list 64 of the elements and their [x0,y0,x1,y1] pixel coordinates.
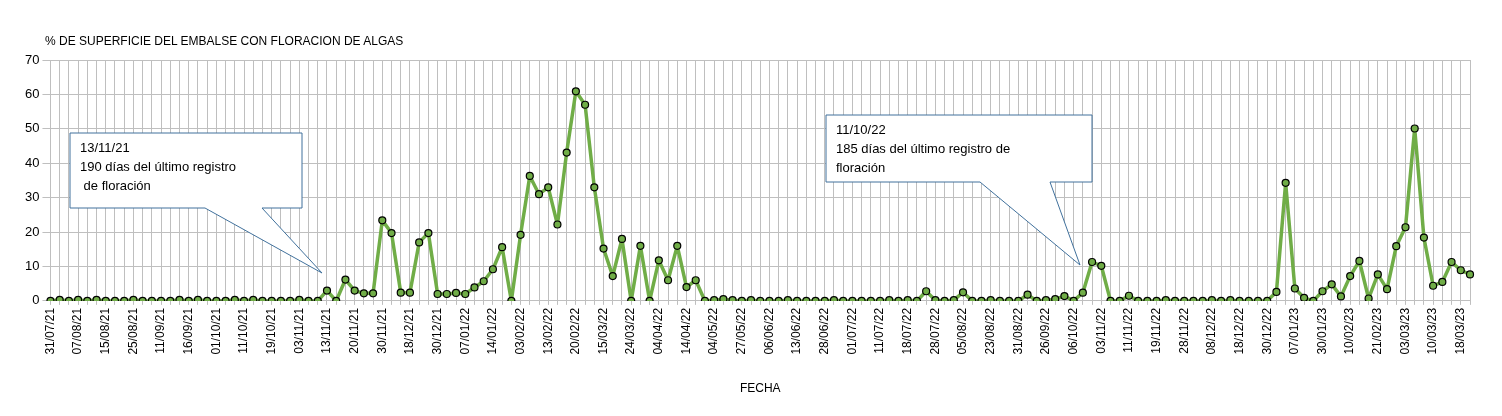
x-tick-label: 07/01/22 [457,307,472,355]
x-tick-label: 31/07/21 [42,307,57,355]
x-tick-label: 11/09/21 [153,307,168,354]
x-tick-label: 11/07/22 [872,307,887,354]
x-tick-label: 03/11/22 [1093,307,1108,354]
x-tick-label: 28/11/22 [1176,307,1191,354]
x-tick-label: 03/03/23 [1397,307,1412,355]
y-tick-label: 50 [24,120,40,136]
x-tick-label: 27/05/22 [734,307,749,355]
x-tick-label: 20/02/22 [568,307,583,355]
y-tick-label: 30 [24,189,40,205]
x-tick-label: 25/08/21 [125,307,140,355]
x-tick-label: 30/01/23 [1314,307,1329,355]
x-tick-label: 08/12/22 [1204,307,1219,355]
x-axis-title: FECHA [739,381,781,396]
x-tick-label: 04/05/22 [706,307,721,355]
x-tick-label: 11/11/22 [1121,307,1136,353]
x-tick-label: 14/04/22 [678,307,693,355]
x-tick-label: 30/11/21 [374,307,389,354]
x-tick-label: 18/07/22 [900,307,915,355]
x-tick-label: 04/04/22 [651,307,666,355]
x-tick-label: 19/10/21 [264,307,278,355]
x-tick-label: 06/06/22 [761,307,776,355]
x-tick-label: 19/11/22 [1148,307,1163,354]
x-tick-label: 30/12/21 [429,307,444,355]
x-tick-label: 23/08/22 [982,307,997,355]
x-tick-label: 03/02/22 [512,307,527,355]
x-tick-label: 18/12/21 [402,307,417,355]
y-tick-label: 40 [24,154,40,170]
annotation: 13/11/21 190 días del último registro de floración [80,140,237,194]
x-tick-label: 06/10/22 [1065,307,1080,355]
x-tick-label: 26/09/22 [1038,307,1053,355]
x-tick-label: 20/11/21 [346,307,361,354]
x-tick-label: 15/03/22 [595,307,610,355]
y-axis-title: % DE SUPERFICIE DEL EMBALSE CON FLORACION DE ALGAS [45,34,404,48]
x-tick-label: 05/08/22 [955,307,970,355]
x-tick-label: 07/08/21 [70,307,85,355]
y-tick-label: 20 [24,223,40,239]
y-tick-label: 60 [24,85,40,101]
y-tick-label: 0 [32,292,40,308]
x-tick-label: 13/02/22 [540,307,555,355]
x-tick-label: 24/03/22 [623,307,638,355]
x-tick-label: 15/08/21 [98,307,113,355]
x-tick-label: 21/02/23 [1370,307,1385,355]
x-tick-label: 13/06/22 [789,307,804,355]
x-tick-label: 18/12/22 [1231,307,1246,355]
y-tick-label: 70 [24,51,40,67]
x-tick-label: 28/06/22 [817,307,832,355]
x-tick-label: 10/02/23 [1342,307,1357,355]
x-tick-label: 11/10/21 [236,307,251,354]
x-tick-label: 18/03/23 [1453,307,1468,355]
x-tick-label: 13/11/21 [319,307,334,354]
x-tick-label: 01/07/22 [844,307,859,355]
x-tick-label: 01/10/21 [208,307,223,355]
x-tick-label: 16/09/21 [181,307,196,355]
x-tick-label: 30/12/22 [1259,307,1274,355]
x-tick-label: 10/03/23 [1425,307,1440,355]
x-tick-label: 31/08/22 [1010,307,1025,355]
x-tick-label: 14/01/22 [485,307,500,355]
x-tick-label: 07/01/23 [1287,307,1302,355]
y-tick-label: 10 [24,258,40,274]
annotation: 11/10/22 185 días del último registro de floración [836,122,1011,176]
x-tick-label: 28/07/22 [927,307,942,355]
x-tick-label: 03/11/21 [291,307,306,354]
